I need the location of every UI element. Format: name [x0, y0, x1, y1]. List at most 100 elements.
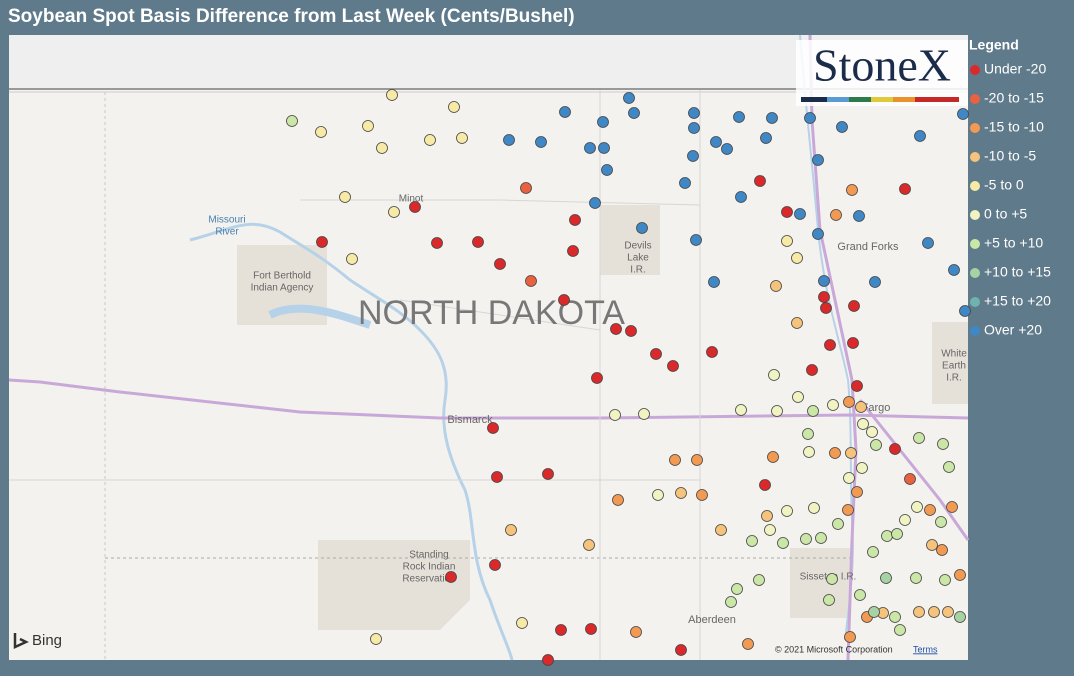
site-dot — [601, 164, 613, 176]
site-dot — [889, 611, 901, 623]
site-dot — [867, 546, 879, 558]
site-dot — [687, 150, 699, 162]
site-dot — [585, 623, 597, 635]
site-dot — [824, 339, 836, 351]
site-dot — [760, 132, 772, 144]
interstate — [808, 34, 858, 661]
site-dot — [768, 369, 780, 381]
site-dot — [846, 184, 858, 196]
site-dot — [937, 438, 949, 450]
site-dot — [688, 107, 700, 119]
site-dot — [721, 143, 733, 155]
site-dot — [928, 606, 940, 618]
site-dot — [370, 633, 382, 645]
site-dot — [913, 606, 925, 618]
site-dot — [939, 574, 951, 586]
legend-label: -20 to -15 — [984, 90, 1044, 106]
site-dot — [650, 348, 662, 360]
site-dot — [791, 317, 803, 329]
legend: Legend Under -20 -20 to -15 -15 to -10 -10 … — [969, 37, 1051, 338]
logo-box — [796, 40, 968, 106]
legend-swatch — [970, 297, 980, 307]
site-dot — [675, 644, 687, 656]
site-dot — [830, 209, 842, 221]
site-dot — [808, 502, 820, 514]
site-dot — [589, 197, 601, 209]
site-dot — [362, 120, 374, 132]
site-dot — [957, 108, 969, 120]
site-dot — [866, 426, 878, 438]
site-dot — [761, 510, 773, 522]
site-dot — [851, 486, 863, 498]
place-label: Minot — [399, 194, 424, 205]
site-dot — [759, 479, 771, 491]
site-dot — [598, 142, 610, 154]
legend-swatch — [970, 268, 980, 278]
legend-label: +15 to +20 — [984, 293, 1051, 309]
site-dot — [818, 275, 830, 287]
place-label: I.R. — [946, 373, 962, 384]
site-dot — [623, 92, 635, 104]
site-dot — [569, 214, 581, 226]
site-dot — [742, 638, 754, 650]
site-dot — [735, 404, 747, 416]
site-dot — [803, 446, 815, 458]
legend-swatch — [970, 123, 980, 133]
site-dot — [591, 372, 603, 384]
reservation — [318, 540, 470, 630]
logo-bar-part — [801, 97, 827, 102]
site-dot — [913, 432, 925, 444]
place-label: Standing — [409, 550, 448, 561]
site-dot — [520, 182, 532, 194]
site-dot — [792, 391, 804, 403]
site-dot — [954, 611, 966, 623]
place-label: Bismarck — [447, 414, 493, 426]
road — [9, 90, 701, 660]
legend-label: Over +20 — [984, 322, 1042, 338]
site-dot — [911, 501, 923, 513]
copyright: © 2021 Microsoft Corporation — [775, 644, 893, 654]
site-dot — [777, 537, 789, 549]
legend-label: Under -20 — [984, 61, 1046, 77]
bing-icon — [13, 633, 29, 649]
terms-link[interactable]: Terms — [913, 644, 938, 654]
site-dot — [448, 101, 460, 113]
site-dot — [812, 228, 824, 240]
site-dot — [869, 276, 881, 288]
site-dot — [922, 237, 934, 249]
site-dot — [804, 112, 816, 124]
site-dot — [959, 305, 971, 317]
logo-bar-part — [915, 97, 959, 102]
legend-title: Legend — [969, 37, 1019, 53]
place-label: Indian Agency — [251, 283, 314, 294]
site-dot — [558, 294, 570, 306]
site-dot — [494, 258, 506, 270]
place-label: Reservation — [402, 574, 455, 585]
site-dot — [491, 471, 503, 483]
site-dot — [880, 572, 892, 584]
place-label: Devils — [624, 241, 651, 252]
legend-swatch — [970, 326, 980, 336]
site-dot — [767, 451, 779, 463]
site-dot — [715, 524, 727, 536]
interstate — [858, 399, 970, 541]
legend-label: -5 to 0 — [984, 177, 1024, 193]
site-dot — [612, 494, 624, 506]
site-dot — [708, 276, 720, 288]
site-dot — [868, 606, 880, 618]
logo-bar — [801, 97, 959, 102]
site-dot — [914, 130, 926, 142]
site-dot — [845, 447, 857, 459]
site-dot — [781, 235, 793, 247]
legend-swatch — [970, 65, 980, 75]
site-dot — [948, 264, 960, 276]
logo-bar-part — [849, 97, 871, 102]
site-dot — [848, 300, 860, 312]
site-dot — [815, 532, 827, 544]
site-dot — [609, 409, 621, 421]
site-dot — [857, 418, 869, 430]
site-dot — [924, 504, 936, 516]
site-dot — [802, 428, 814, 440]
site-dot — [316, 236, 328, 248]
site-dot — [584, 142, 596, 154]
